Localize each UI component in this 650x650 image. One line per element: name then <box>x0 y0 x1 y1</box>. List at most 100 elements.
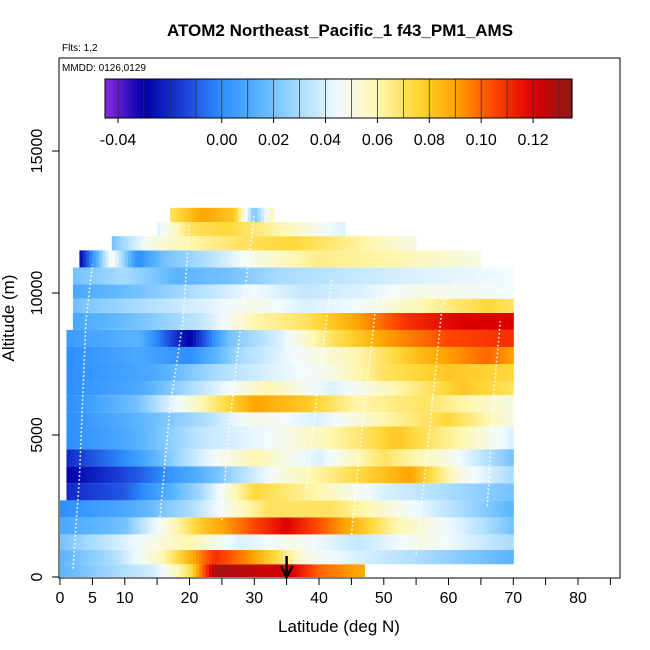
heatmap-cell <box>306 564 310 577</box>
heatmap-cell <box>244 564 249 577</box>
colorbar-swatch <box>361 79 366 118</box>
heatmap-cell <box>370 298 375 313</box>
heatmap-cell <box>95 284 100 299</box>
heatmap-cell <box>195 550 200 565</box>
heatmap-cell <box>108 250 113 268</box>
heatmap-cell <box>510 284 514 299</box>
heatmap-cell <box>286 267 291 285</box>
heatmap-cell <box>286 550 291 565</box>
heatmap-cell <box>251 364 255 382</box>
heatmap-cell <box>354 395 359 413</box>
heatmap-cell <box>429 364 433 382</box>
heatmap-cell <box>225 267 229 285</box>
heatmap-cell <box>445 483 450 501</box>
heatmap-cell <box>471 412 475 427</box>
heatmap-cell <box>260 329 265 347</box>
heatmap-cell <box>425 534 430 551</box>
heatmap-cell <box>212 364 216 382</box>
heatmap-cell <box>89 381 93 396</box>
heatmap-cell <box>147 364 152 382</box>
heatmap-cell <box>438 426 443 450</box>
heatmap-cell <box>364 466 369 484</box>
heatmap-cell <box>105 412 110 427</box>
heatmap-cell <box>500 449 505 467</box>
heatmap-cell <box>105 550 110 565</box>
heatmap-cell <box>344 517 349 535</box>
colorbar-swatch <box>330 79 334 118</box>
heatmap-cell <box>299 298 304 313</box>
colorbar-swatch <box>211 79 215 118</box>
heatmap-cell <box>82 517 87 535</box>
heatmap-cell <box>85 329 90 347</box>
heatmap-band <box>72 298 514 313</box>
heatmap-cell <box>429 517 433 535</box>
heatmap-cell <box>438 298 443 313</box>
heatmap-cell <box>289 284 294 299</box>
heatmap-cell <box>445 517 450 535</box>
heatmap-cell <box>357 329 362 347</box>
heatmap-cell <box>315 483 320 501</box>
heatmap-cell <box>280 329 284 347</box>
heatmap-cell <box>315 312 320 330</box>
heatmap-cell <box>76 329 81 347</box>
heatmap-cell <box>422 500 427 518</box>
heatmap-cell <box>260 395 265 413</box>
heatmap-cell <box>341 236 346 251</box>
heatmap-cell <box>280 449 284 467</box>
heatmap-cell <box>137 284 142 299</box>
heatmap-cell <box>445 412 450 427</box>
heatmap-cell <box>179 466 184 484</box>
heatmap-cell <box>445 550 450 565</box>
heatmap-cell <box>425 298 430 313</box>
heatmap-cell <box>393 329 398 347</box>
heatmap-cell <box>60 564 64 577</box>
colorbar-swatch <box>226 79 231 118</box>
heatmap-cell <box>299 329 304 347</box>
heatmap-cell <box>306 426 310 450</box>
heatmap-cell <box>85 466 90 484</box>
heatmap-cell <box>296 534 301 551</box>
heatmap-cell <box>127 267 132 285</box>
heatmap-cell <box>186 298 191 313</box>
colorbar-swatch <box>117 79 122 118</box>
heatmap-cell <box>506 534 511 551</box>
heatmap-cell <box>98 534 103 551</box>
heatmap-cell <box>438 395 443 413</box>
heatmap-cell <box>361 550 365 565</box>
heatmap-cell <box>95 466 100 484</box>
heatmap-cell <box>445 500 450 518</box>
heatmap-cell <box>354 426 359 450</box>
heatmap-cell <box>234 222 239 237</box>
heatmap-cell <box>124 517 129 535</box>
heatmap-cell <box>137 312 142 330</box>
heatmap-cell <box>228 500 233 518</box>
heatmap-cell <box>218 250 223 268</box>
heatmap-cell <box>442 298 446 313</box>
heatmap-cell <box>251 483 255 501</box>
heatmap-cell <box>186 517 191 535</box>
heatmap-cell <box>199 564 204 577</box>
heatmap-cell <box>134 250 139 268</box>
heatmap-cell <box>247 550 252 565</box>
heatmap-cell <box>225 412 229 427</box>
heatmap-cell <box>406 250 411 268</box>
heatmap-cell <box>458 483 463 501</box>
heatmap-cell <box>403 267 408 285</box>
heatmap-cell <box>60 534 64 551</box>
heatmap-cell <box>412 500 417 518</box>
heatmap-cell <box>370 284 375 299</box>
heatmap-cell <box>192 483 197 501</box>
heatmap-cell <box>111 236 116 251</box>
heatmap-cell <box>461 483 466 501</box>
heatmap-cell <box>163 236 168 251</box>
heatmap-cell <box>477 550 482 565</box>
heatmap-cell <box>299 534 304 551</box>
heatmap-cell <box>98 564 103 577</box>
heatmap-cell <box>199 250 204 268</box>
heatmap-cell <box>144 564 149 577</box>
heatmap-cell <box>335 517 340 535</box>
heatmap-cell <box>383 267 388 285</box>
heatmap-cell <box>374 298 378 313</box>
heatmap-cell <box>234 466 239 484</box>
heatmap-cell <box>179 222 184 237</box>
